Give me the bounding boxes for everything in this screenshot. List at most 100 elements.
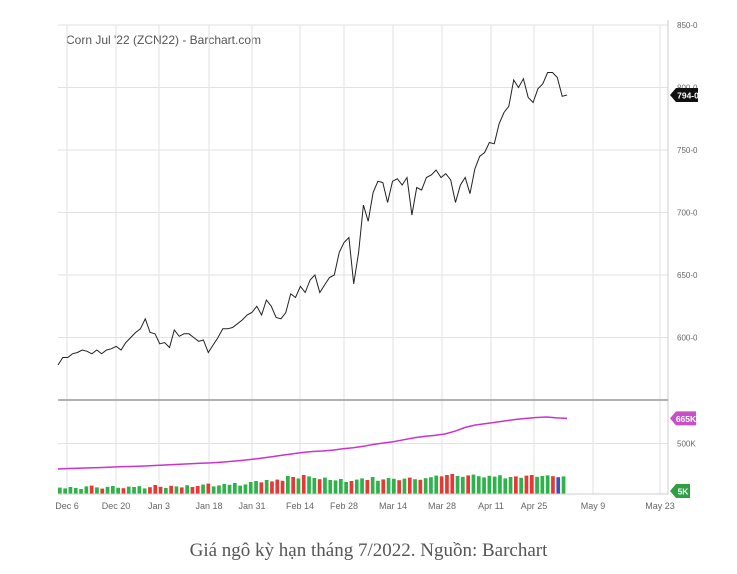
volume-bar [514, 476, 518, 494]
volume-bar [63, 488, 67, 494]
volume-bar [471, 474, 476, 494]
x-tick-label: May 9 [581, 501, 606, 511]
volume-bar [116, 487, 120, 494]
x-tick-label: Feb 14 [286, 501, 314, 511]
open-interest-line [57, 416, 568, 470]
volume-bar [137, 486, 142, 494]
volume-badge [670, 484, 690, 498]
volume-bar [333, 480, 338, 494]
x-tick-label: Feb 28 [330, 501, 358, 511]
x-tick-label: Apr 11 [478, 501, 504, 511]
volume-bar [185, 485, 189, 494]
price-series [57, 72, 568, 366]
x-tick-label: Jan 18 [195, 501, 222, 511]
open-interest-badge [670, 411, 696, 426]
volume-bar [328, 480, 333, 494]
volume-bar [238, 485, 242, 494]
y-tick-label: 750-0 [677, 146, 698, 155]
x-tick-label: Dec 20 [102, 501, 131, 511]
grid [58, 24, 668, 494]
volume-label: 5K [678, 487, 690, 497]
volume-bar [360, 478, 364, 494]
volume-bar [434, 475, 439, 494]
volume-bar [423, 478, 428, 494]
volume-bar [105, 486, 110, 494]
volume-bar [429, 477, 433, 494]
volume-bar [148, 487, 152, 494]
volume-bar [264, 480, 269, 494]
last-price-badge [670, 88, 698, 102]
volume-bar [402, 478, 407, 494]
volume-bar [508, 477, 513, 494]
badges: 794-0 665K 5K [670, 88, 699, 498]
price-line [57, 72, 568, 366]
volume-bar [164, 488, 168, 494]
volume-bar [227, 484, 232, 494]
volume-bar [482, 477, 486, 494]
volume-bar [68, 487, 73, 494]
open-interest-series [57, 416, 568, 470]
volume-bar [545, 475, 550, 494]
volume-bar [89, 485, 94, 494]
volume-bar [270, 481, 274, 494]
volume-bar [407, 477, 412, 494]
volume-bar [381, 479, 386, 494]
volume-bar [73, 488, 78, 494]
x-tick-label: Apr 25 [521, 501, 548, 511]
volume-bar [126, 486, 131, 494]
y-tick-label: 700-0 [677, 209, 698, 218]
volume-bar [195, 486, 200, 494]
volume-tick-label: 500K [677, 439, 696, 448]
chart-title: Corn Jul '22 (ZCN22) - Barchart.com [66, 33, 261, 47]
volume-bar [461, 476, 465, 494]
volume-bar [498, 475, 502, 494]
last-price-label: 794-0 [677, 91, 699, 101]
volume-bar [344, 482, 348, 494]
volume-bar [58, 487, 62, 494]
volume-bar [201, 484, 205, 494]
volume-bar [317, 479, 322, 494]
volume-bar [222, 484, 227, 494]
volume-bar [386, 478, 391, 494]
volume-bar [561, 476, 566, 494]
volume-bar [217, 485, 221, 494]
volume-bar [248, 482, 253, 494]
volume-bar [79, 489, 83, 494]
volume-bar [280, 480, 285, 494]
volume-bar [111, 486, 115, 494]
volume-bar [233, 483, 237, 494]
volume-bar [487, 475, 492, 494]
volume-bar [84, 486, 89, 494]
volume-bar [95, 487, 99, 494]
figure-caption: Giá ngô kỳ hạn tháng 7/2022. Nguồn: Barc… [189, 540, 548, 561]
y-tick-label: 650-0 [677, 271, 698, 280]
volume-bar [158, 486, 163, 494]
x-tick-label: May 23 [645, 501, 675, 511]
x-tick-label: Mar 28 [428, 501, 456, 511]
volume-bar [397, 480, 401, 494]
volume-bar [551, 476, 555, 494]
volume-bar [323, 477, 327, 494]
volume-bar [492, 476, 497, 494]
volume-bar [169, 485, 173, 494]
volume-bar [450, 474, 455, 494]
volume-bar [392, 478, 396, 494]
volume-bar [100, 488, 105, 494]
volume-bar [153, 485, 158, 494]
volume-bar [503, 478, 508, 494]
volume-bar [142, 488, 147, 494]
volume-bar [370, 477, 375, 494]
open-interest-label: 665K [676, 414, 697, 424]
volume-bar [529, 475, 534, 494]
volume-bar [211, 486, 216, 494]
volume-bar [466, 475, 470, 494]
volume-bar [121, 488, 126, 494]
volume-bar [179, 487, 184, 494]
volume-bar [291, 477, 295, 494]
volume-bar [418, 479, 423, 494]
volume-bar [174, 486, 179, 494]
x-tick-label: Jan 3 [148, 501, 170, 511]
volume-bar [275, 479, 280, 494]
volume-bar [312, 478, 317, 494]
